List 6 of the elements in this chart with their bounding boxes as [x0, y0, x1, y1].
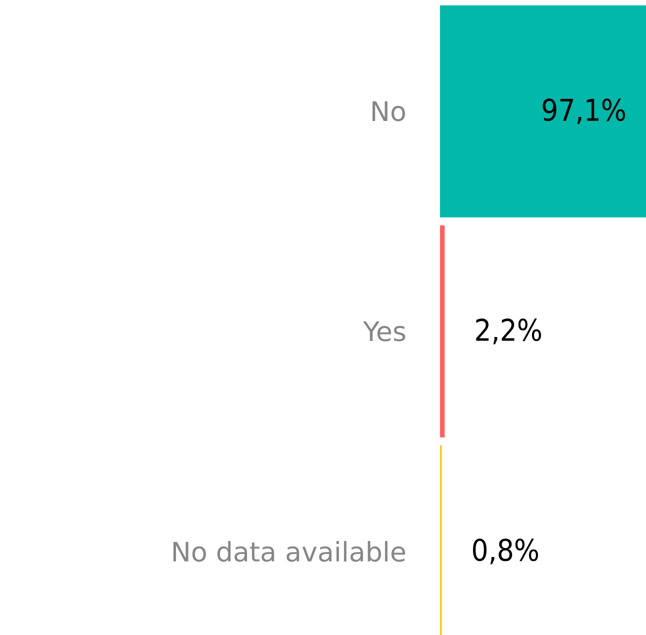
- y-tick-label: No: [372, 101, 405, 122]
- data-label: 0,8%: [472, 538, 538, 564]
- y-tick-label: No data available: [173, 540, 406, 562]
- data-label: 97,1%: [542, 98, 625, 124]
- data-label: 2,2%: [476, 318, 542, 344]
- y-tick-label: Yes: [363, 321, 406, 342]
